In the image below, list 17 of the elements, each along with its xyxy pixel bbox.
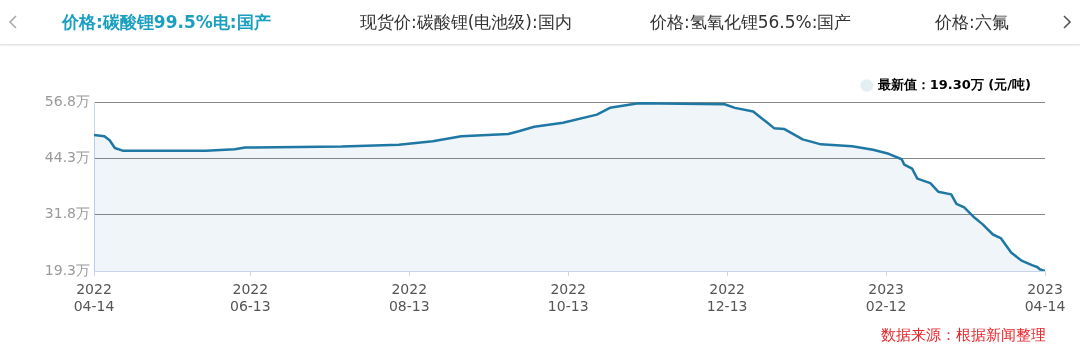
y-tick-label: 44.3万 [44,148,90,165]
x-tick-label: 2022 06-13 [229,281,271,314]
text: 现货价:碳酸锂(电池级):国内 [360,11,572,34]
x-tick-label: 2023 02-12 [865,281,907,314]
x-tick-label: 2023 04-14 [1024,281,1066,314]
legend-label: 最新值：19.30万 (元/吨) [876,76,1031,92]
x-tick-label: 2022 04-14 [73,281,115,314]
y-tick-label: 56.8万 [44,92,90,109]
y-tick-label: 31.8万 [44,205,90,222]
x-tick-label: 2022 08-13 [388,281,430,314]
text: 价格:氢氧化锂56.5%:国产 [650,11,852,34]
x-tick-label: 2022 10-13 [547,281,589,314]
source-note: 数据来源：根据新闻整理 [881,326,1046,345]
text: 价格:六氟 [935,11,1010,34]
y-tick-label: 19.3万 [44,261,90,278]
chart-title: 价格:碳酸锂99.5%电:国产 [62,11,271,34]
x-tick-label: 2022 12-13 [706,281,748,314]
